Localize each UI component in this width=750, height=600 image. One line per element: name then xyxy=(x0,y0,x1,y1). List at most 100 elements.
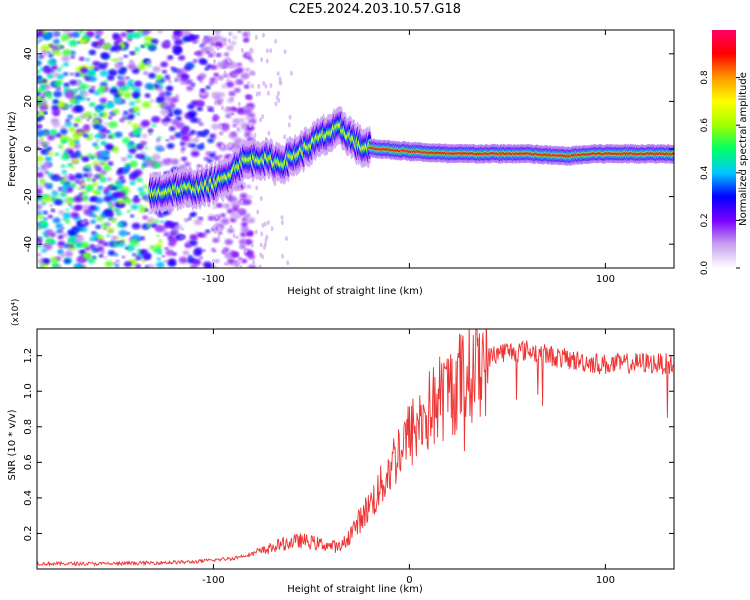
heatmap-cell xyxy=(37,38,43,42)
heatmap-cell xyxy=(214,222,221,227)
heatmap-cell xyxy=(74,172,84,180)
heatmap-cell xyxy=(189,263,198,268)
heatmap-cell xyxy=(97,239,105,245)
heatmap-cell xyxy=(128,160,139,168)
heatmap-cell xyxy=(231,72,238,78)
heatmap-cell xyxy=(227,228,235,234)
colorbar-tick-label: 0.2 xyxy=(700,213,710,227)
heatmap-cell xyxy=(238,198,248,205)
heatmap-cell xyxy=(213,229,217,235)
heatmap-cell xyxy=(240,72,250,80)
heatmap-cell xyxy=(174,132,183,139)
heatmap-cell xyxy=(86,85,91,89)
heatmap-cell xyxy=(126,81,133,86)
heatmap-cell xyxy=(127,120,132,125)
heatmap-cell xyxy=(205,229,211,234)
heatmap-cell xyxy=(54,112,59,116)
heatmap-cell xyxy=(37,110,46,117)
heatmap-cell xyxy=(47,53,54,58)
heatmap-cell xyxy=(263,221,267,227)
heatmap-cell xyxy=(73,123,79,128)
heatmap-cell xyxy=(125,246,129,250)
heatmap-cell xyxy=(262,32,266,38)
heatmap-cell xyxy=(89,122,93,126)
heatmap-cell xyxy=(130,214,135,218)
heatmap-cell xyxy=(224,251,234,259)
heatmap-cell xyxy=(203,156,210,161)
heatmap-cell xyxy=(42,210,48,215)
heatmap-cell xyxy=(229,224,233,230)
heatmap-cell xyxy=(89,244,96,249)
colorbar-label: Normalized spectral amplitude xyxy=(738,72,749,226)
heatmap-cell xyxy=(90,156,95,160)
heatmap-cell xyxy=(68,175,76,181)
heatmap-cell xyxy=(195,50,202,56)
heatmap-cell xyxy=(186,144,191,148)
heatmap-cell xyxy=(163,259,168,263)
heatmap-cell xyxy=(44,170,49,174)
heatmap-cell xyxy=(172,252,178,256)
heatmap-x-ticks: -100 100 xyxy=(202,30,615,285)
heatmap-cell xyxy=(108,116,113,120)
heatmap-cell xyxy=(88,116,92,119)
heatmap-cell xyxy=(228,197,233,201)
heatmap-cell xyxy=(262,80,266,86)
heatmap-cell xyxy=(198,73,207,80)
heatmap-cell xyxy=(68,143,75,148)
y-tick-label: 0.4 xyxy=(23,490,34,506)
heatmap-cell xyxy=(265,48,269,54)
heatmap-cell xyxy=(55,223,64,229)
x-tick-label: 100 xyxy=(596,575,615,586)
heatmap-cell xyxy=(246,125,255,132)
heatmap-cell xyxy=(227,98,234,103)
heatmap-cell xyxy=(174,94,180,99)
heatmap-cell xyxy=(265,58,269,64)
heatmap-cell xyxy=(242,181,246,187)
heatmap-cell xyxy=(118,85,127,92)
heatmap-cell xyxy=(59,191,68,198)
heatmap-cell xyxy=(79,83,88,90)
heatmap-cell xyxy=(94,145,100,150)
heatmap-cell xyxy=(262,244,266,250)
heatmap-cell xyxy=(123,261,132,268)
heatmap-cell xyxy=(176,46,183,52)
heatmap-cell xyxy=(74,179,80,184)
heatmap-cell xyxy=(181,69,188,75)
heatmap-cell xyxy=(93,174,101,180)
colorbar-tick-label: 0.0 xyxy=(700,261,710,276)
heatmap-cell xyxy=(80,184,86,189)
heatmap-cell xyxy=(55,132,62,138)
heatmap-cell xyxy=(276,71,280,77)
heatmap-cell xyxy=(188,255,193,259)
heatmap-cell xyxy=(73,195,83,203)
heatmap-cell xyxy=(132,197,141,204)
snr-series-line xyxy=(37,329,674,568)
heatmap-cell xyxy=(249,132,253,138)
heatmap-cell xyxy=(228,31,232,37)
y-tick-label: -40 xyxy=(23,236,34,252)
heatmap-cell xyxy=(210,134,214,138)
heatmap-cell xyxy=(52,217,61,224)
heatmap-cell xyxy=(269,48,273,54)
heatmap-cell xyxy=(188,35,194,39)
heatmap-cell xyxy=(226,78,231,82)
heatmap-cell xyxy=(287,122,291,128)
heatmap-cell xyxy=(207,109,211,112)
heatmap-cell xyxy=(53,90,63,98)
heatmap-cell xyxy=(120,156,128,162)
heatmap-cell xyxy=(212,205,218,210)
heatmap-cell xyxy=(88,205,97,211)
heatmap-cell xyxy=(113,93,121,99)
heatmap-cell xyxy=(56,69,60,72)
heatmap-cell xyxy=(289,70,293,76)
heatmap-cell xyxy=(88,49,97,56)
heatmap-cell xyxy=(174,76,182,82)
heatmap-cell xyxy=(141,119,151,127)
heatmap-cell xyxy=(147,30,152,34)
heatmap-cell xyxy=(245,52,251,58)
heatmap-cell xyxy=(86,118,90,122)
heatmap-cell xyxy=(107,250,116,256)
heatmap-cell xyxy=(214,35,223,42)
heatmap-cell xyxy=(70,211,79,219)
heatmap-cell xyxy=(221,125,230,132)
